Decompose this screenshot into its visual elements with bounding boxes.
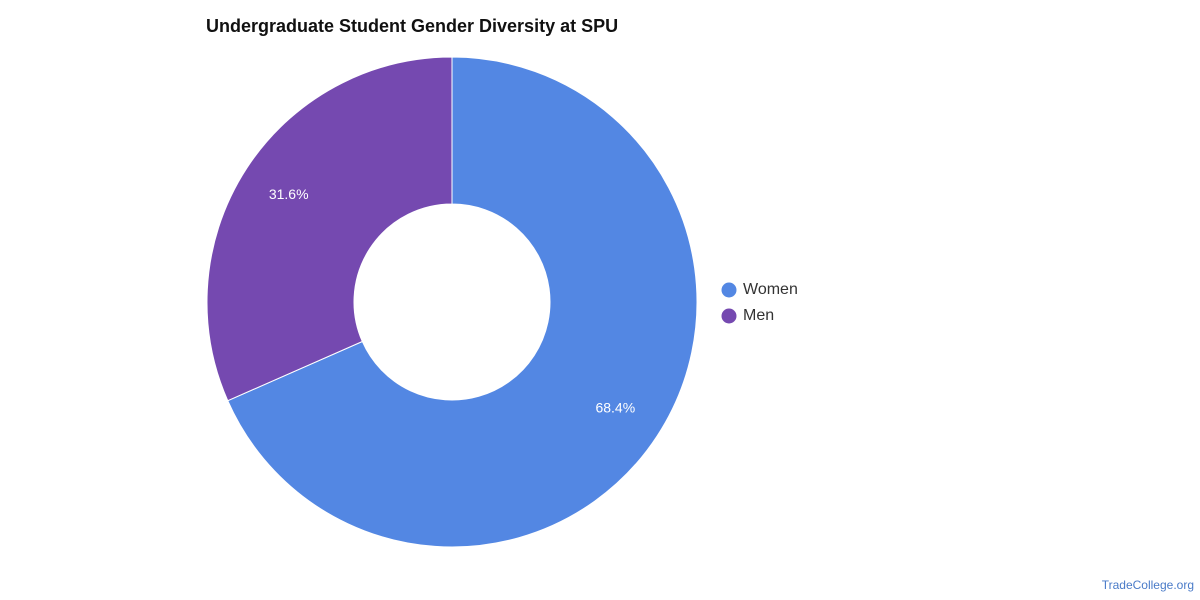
labels-group: 68.4% 31.6% <box>269 186 635 415</box>
slice-label-men: 31.6% <box>269 186 309 202</box>
legend-swatch-women <box>721 282 737 298</box>
legend-item-men[interactable]: Men <box>721 307 775 324</box>
watermark-text: TradeCollege.org <box>1101 578 1194 592</box>
slices-group <box>206 56 698 548</box>
pie-slice-men[interactable] <box>206 56 453 402</box>
slice-label-women: 68.4% <box>595 399 635 415</box>
legend-label-men: Men <box>743 307 774 324</box>
pie-slice-women[interactable] <box>227 56 698 548</box>
legend: Women Men <box>721 281 798 324</box>
legend-item-women[interactable]: Women <box>721 281 798 298</box>
legend-label-women: Women <box>743 281 798 298</box>
chart-title: Undergraduate Student Gender Diversity a… <box>206 16 619 36</box>
legend-swatch-men <box>721 308 737 324</box>
